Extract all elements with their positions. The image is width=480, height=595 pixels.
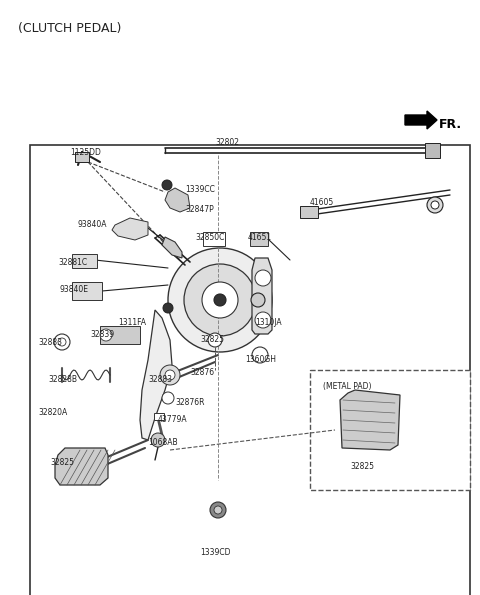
Polygon shape [165,188,190,212]
Text: 1360GH: 1360GH [245,355,276,364]
Bar [250,232,268,246]
Text: 43779A: 43779A [158,415,188,424]
Text: 1310JA: 1310JA [255,318,282,327]
Circle shape [58,338,66,346]
Circle shape [255,312,271,328]
Circle shape [165,370,175,380]
Polygon shape [162,237,182,258]
Circle shape [100,329,112,341]
Text: 93840E: 93840E [60,285,89,294]
Text: 32820A: 32820A [38,408,67,417]
Circle shape [168,248,272,352]
Bar [72,254,97,268]
Circle shape [427,197,443,213]
Text: 1339CD: 1339CD [200,548,230,557]
Circle shape [160,365,180,385]
Circle shape [252,347,268,363]
Circle shape [210,502,226,518]
Bar [154,413,164,420]
Circle shape [184,264,256,336]
Text: 1311FA: 1311FA [118,318,146,327]
Circle shape [54,334,70,350]
Bar [72,282,102,300]
Text: 41605: 41605 [310,198,334,207]
Bar [75,152,89,162]
Text: FR.: FR. [439,118,462,131]
Text: 32876: 32876 [190,368,214,377]
Text: 32828B: 32828B [48,375,77,384]
Circle shape [214,294,226,306]
Text: 1068AB: 1068AB [148,438,178,447]
Text: 1125DD: 1125DD [70,148,101,157]
Circle shape [431,201,439,209]
Text: 32847P: 32847P [185,205,214,214]
Text: (METAL PAD): (METAL PAD) [323,382,372,391]
Text: 32883: 32883 [38,338,62,347]
Text: 93840A: 93840A [78,220,108,229]
Bar [425,143,440,158]
Circle shape [251,293,265,307]
Circle shape [214,506,222,514]
Text: 1339CC: 1339CC [185,185,215,194]
Polygon shape [252,258,272,334]
Circle shape [163,303,173,313]
Circle shape [151,433,165,447]
Text: 32883: 32883 [148,375,172,384]
Bar [203,232,225,246]
Text: 32802: 32802 [215,138,239,147]
Polygon shape [340,390,400,450]
Polygon shape [55,448,108,485]
Text: 41651: 41651 [248,233,272,242]
Polygon shape [405,111,437,129]
Circle shape [208,333,222,347]
Bar [100,326,140,344]
Text: 32825: 32825 [50,458,74,467]
Circle shape [162,392,174,404]
Text: 32850C: 32850C [195,233,224,242]
Polygon shape [140,310,172,440]
Text: 32876R: 32876R [175,398,204,407]
Text: 32839: 32839 [90,330,114,339]
Text: 32825: 32825 [200,335,224,344]
Text: (CLUTCH PEDAL): (CLUTCH PEDAL) [18,22,121,35]
Text: 32825: 32825 [350,462,374,471]
Bar [300,206,318,218]
Circle shape [202,282,238,318]
Bar [310,370,470,490]
Polygon shape [112,218,148,240]
Circle shape [162,180,172,190]
Circle shape [255,270,271,286]
Text: 32881C: 32881C [58,258,87,267]
Bar [30,145,470,595]
